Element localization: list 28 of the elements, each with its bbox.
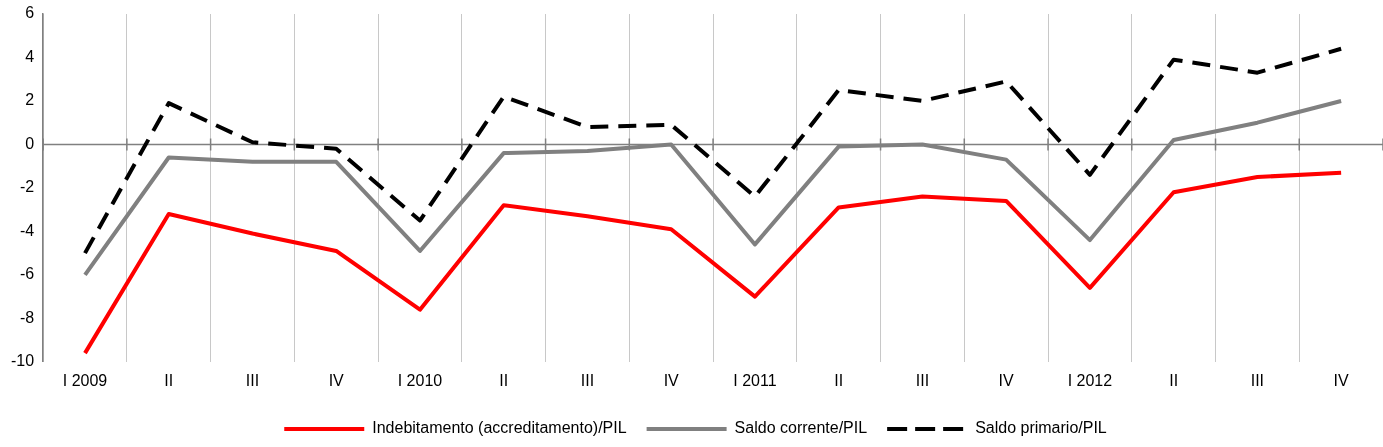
- x-tick-label: II: [1169, 371, 1179, 389]
- y-tick-label: 6: [25, 4, 35, 22]
- legend-label: Indebitamento (accreditamento)/PIL: [372, 419, 627, 437]
- x-tick-label: IV: [998, 371, 1015, 389]
- y-tick-label: -2: [19, 178, 35, 196]
- x-tick-label: IV: [328, 371, 345, 389]
- x-tick-label: IV: [1333, 371, 1350, 389]
- y-tick-label: -10: [11, 352, 35, 370]
- y-tick-label: -8: [19, 308, 35, 326]
- legend-label: Saldo primario/PIL: [975, 419, 1107, 437]
- x-tick-label: II: [499, 371, 509, 389]
- x-tick-label: III: [915, 371, 930, 389]
- x-tick-label: III: [580, 371, 595, 389]
- x-tick-label: II: [164, 371, 174, 389]
- y-tick-label: 2: [25, 91, 35, 109]
- x-tick-label: IV: [663, 371, 680, 389]
- x-tick-label: II: [834, 371, 844, 389]
- x-tick-label: I 2010: [397, 371, 443, 389]
- x-tick-label: I 2011: [733, 371, 777, 389]
- y-tick-label: -6: [19, 265, 35, 283]
- x-tick-label: III: [245, 371, 260, 389]
- y-tick-label: 0: [25, 134, 35, 152]
- legend-label: Saldo corrente/PIL: [734, 419, 868, 437]
- y-tick-label: -4: [19, 221, 35, 239]
- x-tick-label: I 2009: [62, 371, 108, 389]
- x-tick-label: I 2012: [1067, 371, 1113, 389]
- x-tick-label: III: [1250, 371, 1265, 389]
- y-tick-label: 4: [25, 47, 35, 65]
